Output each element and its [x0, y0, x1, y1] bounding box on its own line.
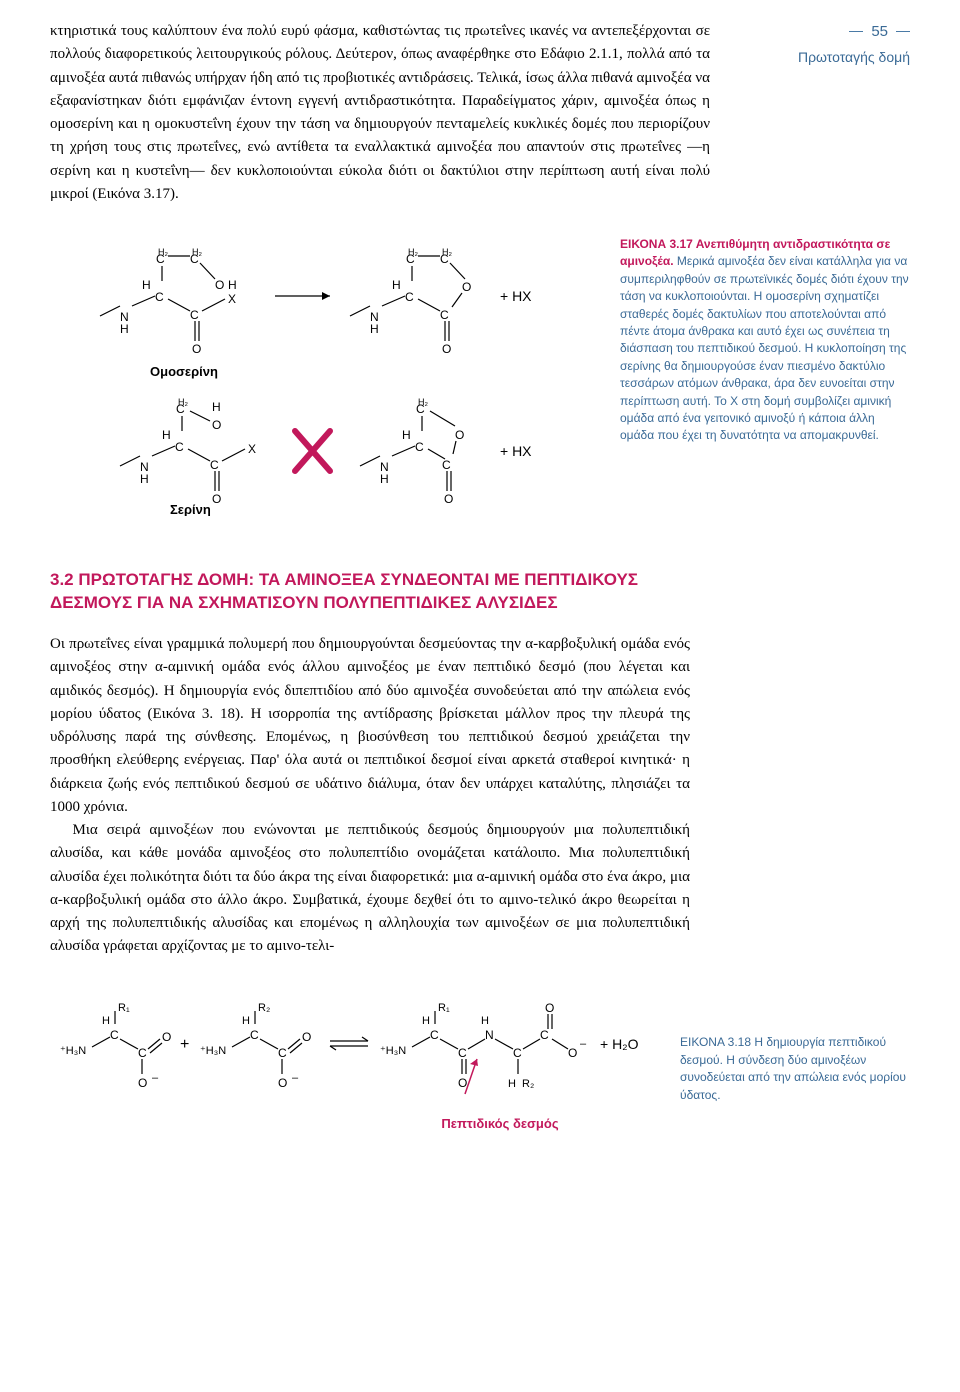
figure-317-caption-text: Μερικά αμινοξέα δεν είναι κατάλληλα για …: [620, 254, 909, 442]
svg-text:H: H: [392, 278, 401, 292]
svg-text:⁺H₃N: ⁺H₃N: [380, 1045, 406, 1057]
svg-text:H: H: [140, 472, 149, 486]
svg-text:H: H: [228, 278, 237, 292]
svg-text:H: H: [120, 322, 129, 336]
svg-text:Ομοσερίνη: Ομοσερίνη: [150, 364, 218, 379]
svg-text:+ HX: + HX: [500, 443, 532, 459]
svg-text:H: H: [481, 1015, 489, 1027]
svg-text:H: H: [242, 1015, 250, 1027]
svg-text:Σερίνη: Σερίνη: [170, 502, 211, 516]
svg-text:C: C: [442, 458, 451, 472]
section-para-2: Μια σειρά αμινοξέων που ενώνονται με πεπ…: [50, 819, 690, 959]
svg-text:C: C: [210, 458, 219, 472]
svg-text:H: H: [142, 278, 151, 292]
svg-text:–: –: [152, 1072, 159, 1084]
svg-text:C: C: [430, 1028, 439, 1042]
svg-text:⁺H₃N: ⁺H₃N: [200, 1045, 226, 1057]
svg-text:R₂: R₂: [522, 1078, 534, 1090]
svg-text:O: O: [545, 1001, 554, 1015]
svg-text:H: H: [508, 1078, 516, 1090]
svg-text:C: C: [405, 290, 414, 304]
svg-text:–: –: [580, 1038, 587, 1050]
svg-text:O: O: [302, 1030, 311, 1044]
svg-text:O: O: [162, 1030, 171, 1044]
svg-text:H: H: [102, 1015, 110, 1027]
body-text-content: κτηριστικά τους καλύπτουν ένα πολύ ευρύ …: [50, 23, 710, 202]
svg-text:C: C: [415, 440, 424, 454]
figure-317-caption: ΕΙΚΟΝΑ 3.17 Ανεπιθύμητη αντιδραστικότητα…: [620, 236, 910, 445]
body-paragraph: κτηριστικά τους καλύπτουν ένα πολύ ευρύ …: [50, 20, 710, 206]
figure-318-caption: ΕΙΚΟΝΑ 3.18 Η δημιουργία πεπτιδικού δεσμ…: [680, 1034, 910, 1134]
svg-text:O: O: [444, 492, 453, 506]
figure-318-diagram: ⁺H₃N C H R₁ C O O – +: [50, 984, 650, 1134]
svg-text:C: C: [440, 308, 449, 322]
svg-text:H: H: [380, 472, 389, 486]
svg-text:C: C: [513, 1046, 522, 1060]
svg-text:H: H: [212, 400, 221, 414]
svg-text:H₂: H₂: [442, 247, 452, 257]
svg-text:R₁: R₁: [118, 1002, 130, 1014]
svg-text:X: X: [228, 292, 236, 306]
svg-text:O: O: [212, 492, 221, 506]
svg-text:O: O: [462, 280, 471, 294]
svg-text:C: C: [278, 1046, 287, 1060]
svg-text:H₂: H₂: [192, 247, 202, 257]
svg-text:C: C: [540, 1028, 549, 1042]
svg-text:C: C: [250, 1028, 259, 1042]
svg-text:O: O: [568, 1046, 577, 1060]
svg-text:O: O: [215, 278, 224, 292]
svg-text:R₁: R₁: [438, 1002, 450, 1014]
header-rule-right: [896, 31, 910, 33]
svg-text:R₂: R₂: [258, 1002, 270, 1014]
svg-text:N: N: [485, 1028, 494, 1042]
section-body: Οι πρωτεΐνες είναι γραμμικά πολυμερή που…: [50, 633, 690, 959]
page-number: 55: [871, 20, 888, 43]
svg-text:–: –: [292, 1072, 299, 1084]
svg-text:C: C: [138, 1046, 147, 1060]
svg-text:O: O: [458, 1076, 467, 1090]
chapter-label: Πρωτοταγής δομή: [730, 47, 910, 69]
svg-text:O: O: [212, 418, 221, 432]
svg-text:⁺H₃N: ⁺H₃N: [60, 1045, 86, 1057]
svg-text:O: O: [138, 1076, 147, 1090]
header-rule-left: [849, 31, 863, 33]
svg-text:C: C: [175, 440, 184, 454]
svg-text:O: O: [192, 342, 201, 356]
svg-text:H₂: H₂: [418, 397, 428, 407]
svg-text:H: H: [402, 428, 411, 442]
svg-text:H: H: [370, 322, 379, 336]
svg-text:H₂: H₂: [408, 247, 418, 257]
svg-text:+ HX: + HX: [500, 288, 532, 304]
svg-text:C: C: [110, 1028, 119, 1042]
figure-317-diagram: N H C H C H₂ C H₂ O H C: [50, 236, 590, 524]
section-para-1: Οι πρωτεΐνες είναι γραμμικά πολυμερή που…: [50, 633, 690, 819]
svg-text:C: C: [458, 1046, 467, 1060]
svg-text:+ H₂O: + H₂O: [600, 1036, 639, 1052]
page-header: 55 Πρωτοταγής δομή: [730, 20, 910, 206]
svg-text:H: H: [162, 428, 171, 442]
peptide-bond-label: Πεπτιδικός δεσμός: [350, 1114, 650, 1134]
section-heading: 3.2 ΠΡΩΤΟΤΑΓΗΣ ΔΟΜΗ: ΤΑ ΑΜΙΝΟΞΕΑ ΣΥΝΔΕΟΝ…: [50, 569, 690, 615]
svg-text:H₂: H₂: [178, 397, 188, 407]
svg-text:H: H: [422, 1015, 430, 1027]
svg-text:X: X: [248, 442, 256, 456]
svg-text:O: O: [442, 342, 451, 356]
svg-text:O: O: [278, 1076, 287, 1090]
svg-text:H₂: H₂: [158, 247, 168, 257]
svg-text:+: +: [180, 1036, 189, 1053]
svg-text:C: C: [190, 308, 199, 322]
svg-text:C: C: [155, 290, 164, 304]
svg-text:O: O: [455, 428, 464, 442]
